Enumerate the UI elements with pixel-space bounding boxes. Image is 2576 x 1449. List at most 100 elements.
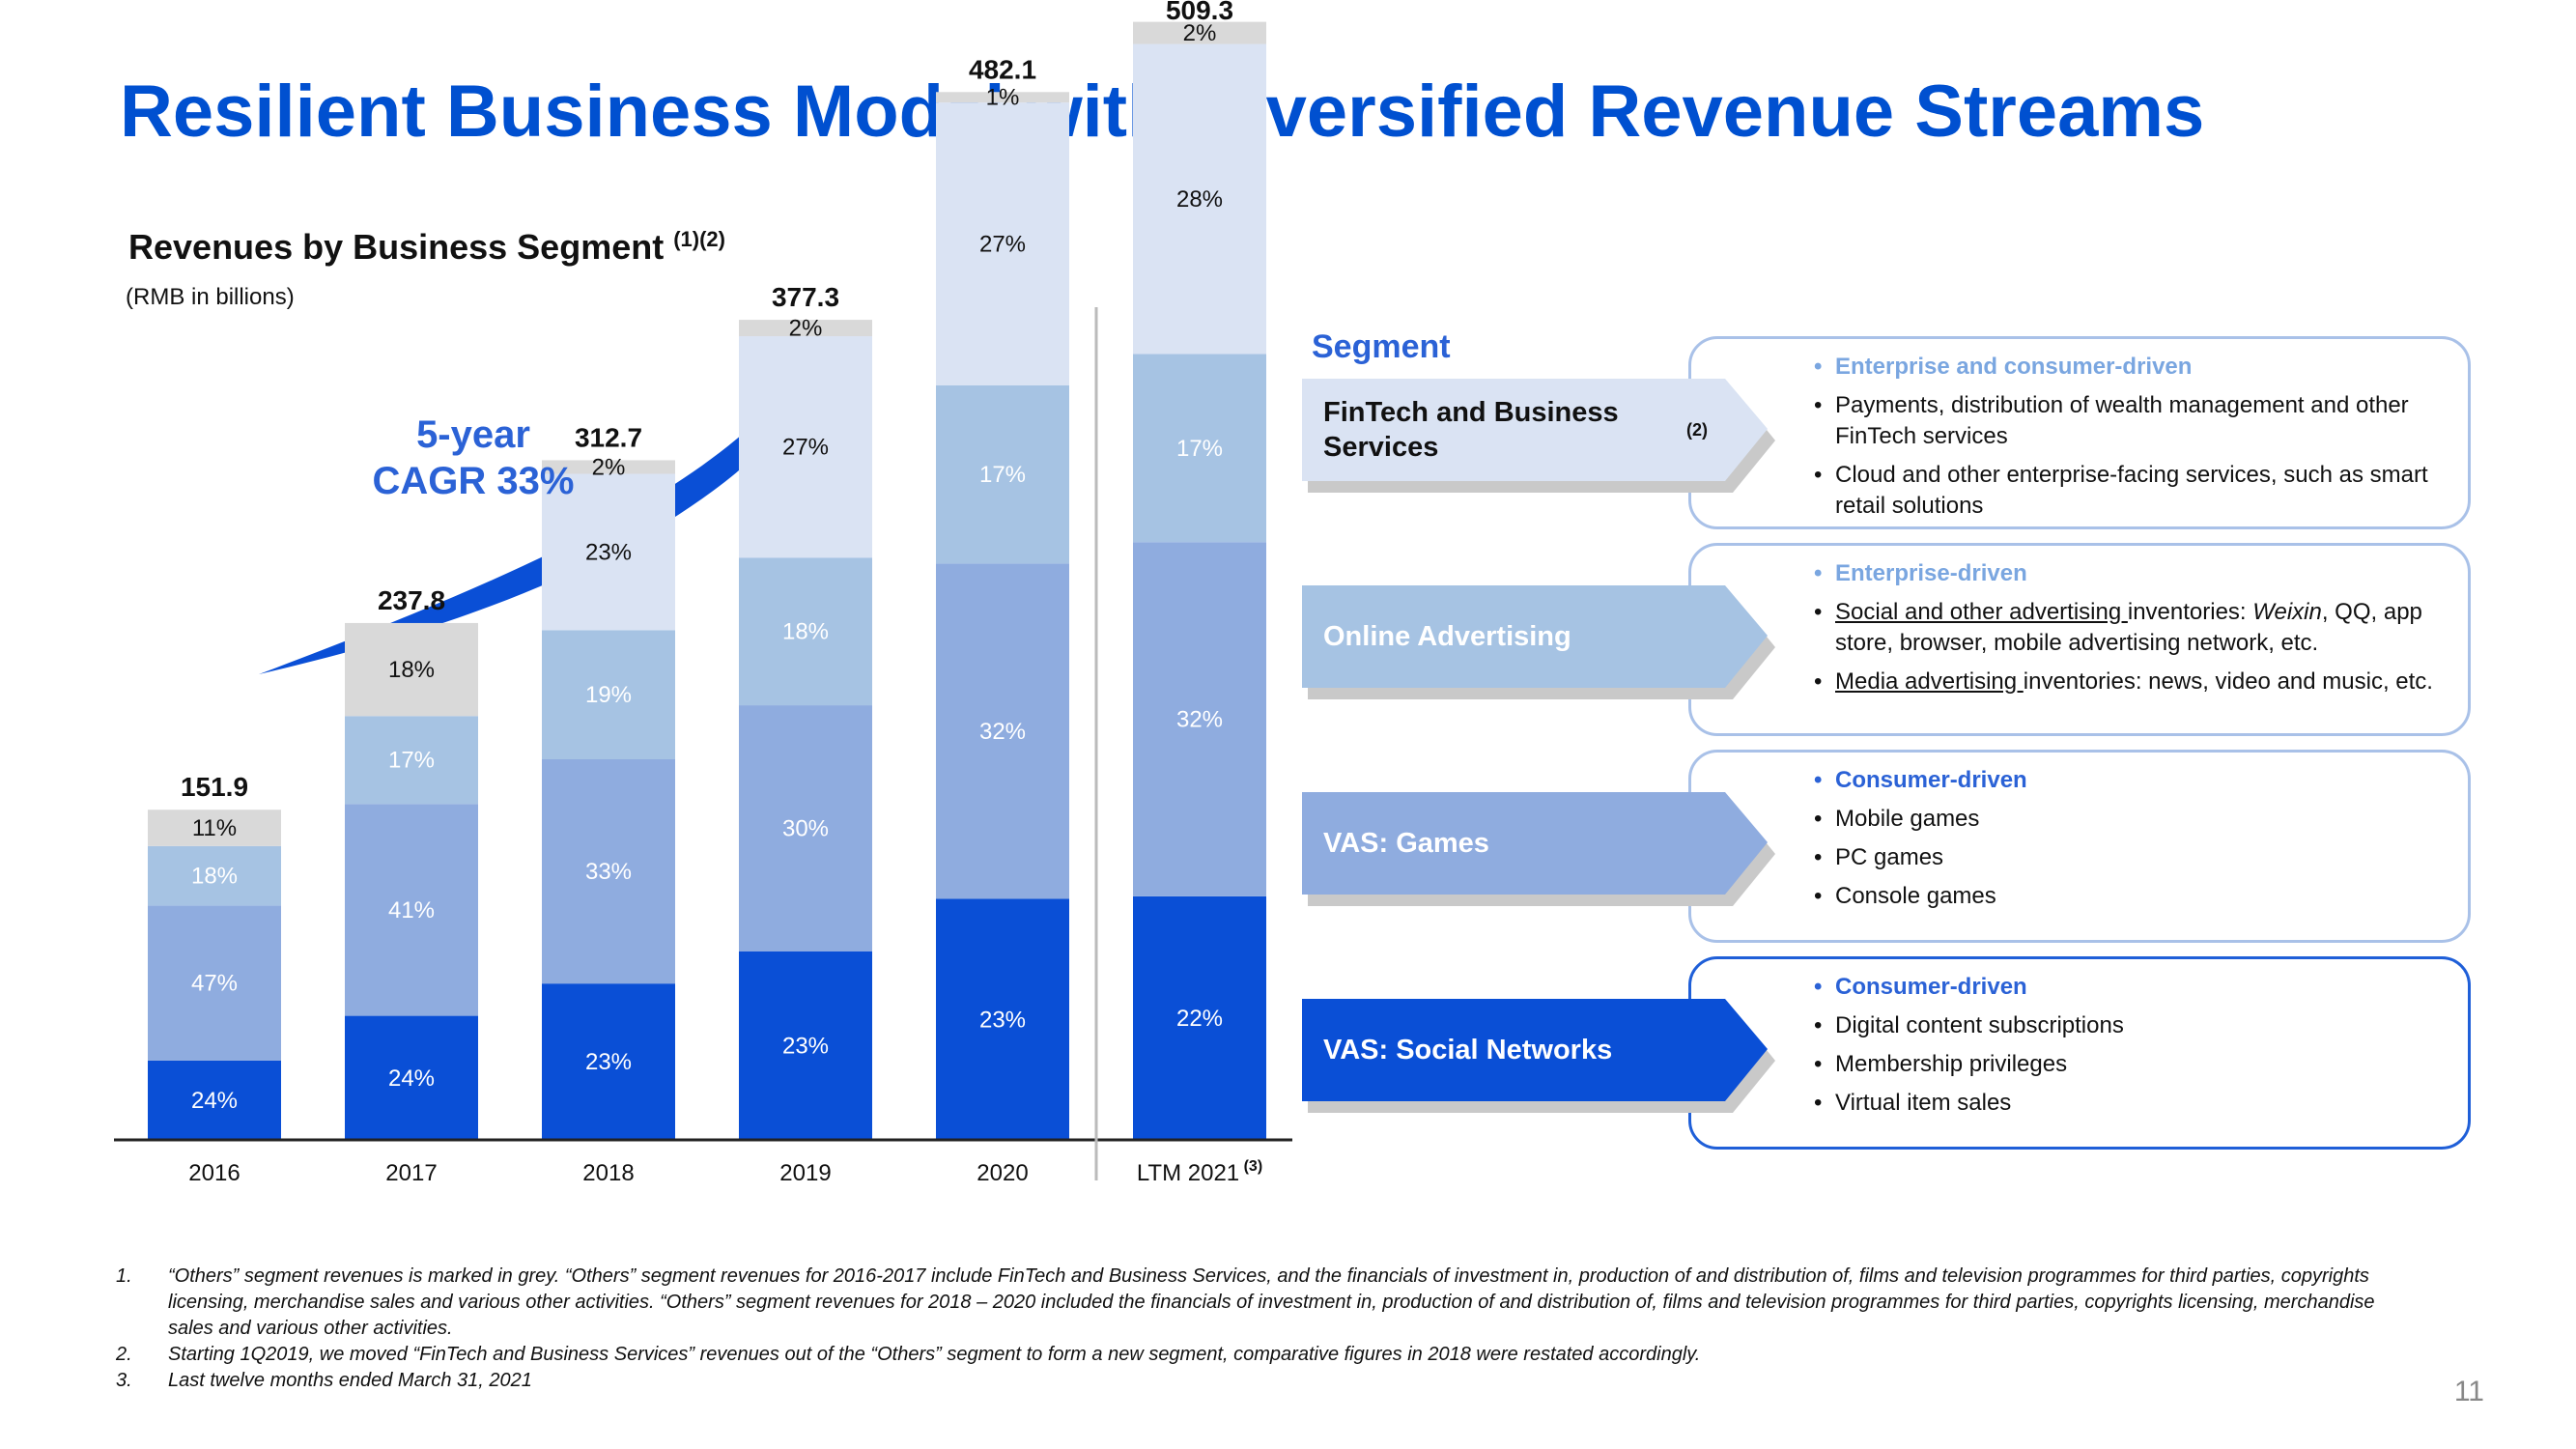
bar-value-label: 24% [388,1065,435,1092]
segment-heading: Consumer-driven [1814,972,2471,1003]
segment-chevron-icon [1302,999,1775,1113]
segment-header: Segment [1312,328,1451,365]
x-tick-superscript: (3) [1239,1158,1262,1175]
bar-total-label: 237.8 [378,585,445,615]
segment-bullets: Consumer-driven Digital content subscript… [1814,972,2471,1126]
chart-subtitle: (RMB in billions) [126,284,295,310]
bar-value-label: 23% [782,1033,829,1059]
segment-label: FinTech and Business Services (2) [1323,397,1708,463]
bar-value-label: 23% [585,1049,632,1075]
bar-segment [542,758,675,984]
bar-segment [1133,354,1266,543]
bar-segment [1133,895,1266,1140]
x-tick-label: 2019 [779,1160,831,1186]
bar-segment [345,716,478,805]
x-tick-label: 2020 [977,1160,1028,1186]
segment-heading: Consumer-driven [1814,765,2471,796]
bar-segment [739,951,872,1140]
segment-bullets: Consumer-driven Mobile games PC games Conso… [1814,765,2471,920]
x-tick-label: 2017 [385,1160,437,1186]
bar-total-label: 151.9 [181,772,248,802]
bar-value-label: 2% [592,454,626,480]
bar-value-label: 19% [585,682,632,708]
bar-segment [542,630,675,759]
segment-label: VAS: Social Networks [1323,1035,1613,1065]
bar-segment [936,384,1069,564]
bar-segment [936,898,1069,1140]
segment-bullet: Console games [1814,881,2471,912]
bar-total-label: 377.3 [772,282,839,312]
footnote: 3. Last twelve months ended March 31, 202… [116,1370,532,1391]
bar-segment [739,320,872,337]
segment-bullet: Membership privileges [1814,1049,2471,1080]
bar-segment [1133,542,1266,896]
bar-value-label: 30% [782,815,829,841]
bar-value-label: 17% [979,462,1026,488]
bar-segment [148,905,281,1061]
segment-bullets: Enterprise and consumer-driven Payments, … [1814,352,2471,529]
bar-segment [148,1060,281,1140]
segment-heading: Enterprise-driven [1814,558,2471,589]
bar-segment [148,845,281,906]
bar-segment [1133,21,1266,44]
bar-segment [936,563,1069,899]
segment-bullet: Social and other advertising inventories… [1814,597,2471,659]
bar-value-label: 32% [979,719,1026,745]
segment-label: Online Advertising [1323,621,1571,652]
x-tick-label: 2016 [188,1160,240,1186]
bar-value-label: 17% [388,748,435,774]
segment-chevron-icon [1302,379,1775,493]
footnote: 1. “Others” segment revenues is marked in… [116,1265,2375,1339]
footnote: 2. Starting 1Q2019, we moved “FinTech and… [116,1344,1701,1365]
segment-chevron-icon [1302,585,1775,699]
segment-bullet: Payments, distribution of wealth managem… [1814,390,2471,452]
segment-bullet: Digital content subscriptions [1814,1010,2471,1041]
footnotes: 1. “Others” segment revenues is marked in… [116,1264,2376,1394]
bar-value-label: 2% [1183,20,1217,46]
bar-total-label: 312.7 [575,422,642,452]
bar-value-label: 27% [979,232,1026,258]
segment-chevron-icon [1302,792,1775,906]
bar-value-label: 1% [986,85,1020,111]
bar-value-label: 18% [782,619,829,645]
x-tick-label: 2018 [582,1160,634,1186]
bar-value-label: 47% [191,971,238,997]
bar-value-label: 24% [191,1088,238,1114]
bar-segment [936,92,1069,103]
bar-segment [148,810,281,846]
bar-segment [542,983,675,1140]
bar-value-label: 2% [789,316,823,342]
bar-segment [345,1015,478,1140]
segment-label: VAS: Games [1323,828,1489,859]
bar-value-label: 11% [192,815,237,841]
bar-segment [345,622,478,717]
bar-value-label: 32% [1176,707,1223,733]
bar-value-label: 17% [1176,436,1223,462]
bar-total-label: 509.3 [1166,0,1233,25]
bar-value-label: 28% [1176,186,1223,213]
bar-segment [739,557,872,706]
bar-value-label: 23% [979,1007,1026,1033]
bar-segment [542,473,675,631]
segment-bullet: PC games [1814,842,2471,873]
bar-value-label: 22% [1176,1006,1223,1032]
bar-value-label: 18% [388,657,435,683]
bar-segment [739,336,872,558]
bar-segment [936,102,1069,385]
page-number: 11 [2453,1376,2484,1407]
bar-segment [739,705,872,952]
chart-title: Revenues by Business Segment (1)(2) [128,227,725,267]
bar-value-label: 27% [782,435,829,461]
bar-value-label: 33% [585,859,632,885]
bar-value-label: 23% [585,539,632,565]
segment-bullets: Enterprise-driven Social and other advert… [1814,558,2471,705]
segment-bullet: Cloud and other enterprise-facing servic… [1814,460,2471,522]
bar-total-label: 482.1 [969,54,1036,84]
cagr-annotation: 5-year CAGR 33% [372,413,575,502]
bar-segment [1133,43,1266,355]
segment-bullet: Media advertising inventories: news, vid… [1814,667,2471,697]
x-tick-label: LTM 2021 (3) [1137,1158,1262,1186]
bar-value-label: 41% [388,897,435,923]
segment-heading: Enterprise and consumer-driven [1814,352,2471,383]
